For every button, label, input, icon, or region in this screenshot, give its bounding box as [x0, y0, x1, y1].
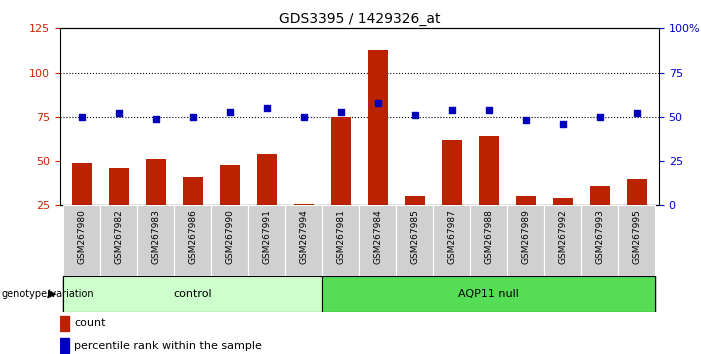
Text: GSM267991: GSM267991: [262, 209, 271, 264]
Bar: [60, 338, 69, 353]
Text: percentile rank within the sample: percentile rank within the sample: [74, 341, 262, 350]
Bar: [182, 177, 203, 205]
Text: GSM267980: GSM267980: [77, 209, 86, 264]
Point: [261, 105, 273, 111]
FancyBboxPatch shape: [544, 205, 581, 276]
Bar: [72, 163, 92, 205]
Text: GSM267993: GSM267993: [595, 209, 604, 264]
FancyBboxPatch shape: [359, 205, 396, 276]
Point: [372, 100, 383, 105]
Text: GSM267995: GSM267995: [632, 209, 641, 264]
Text: GSM267981: GSM267981: [336, 209, 346, 264]
Text: ▶: ▶: [48, 289, 56, 299]
Text: GSM267989: GSM267989: [522, 209, 530, 264]
FancyBboxPatch shape: [137, 205, 175, 276]
Bar: [590, 186, 610, 205]
Bar: [404, 196, 425, 205]
FancyBboxPatch shape: [211, 205, 248, 276]
Bar: [442, 140, 462, 205]
Text: GSM267982: GSM267982: [114, 209, 123, 264]
Text: count: count: [74, 319, 106, 329]
Point: [76, 114, 88, 120]
Text: genotype/variation: genotype/variation: [1, 289, 94, 299]
FancyBboxPatch shape: [508, 205, 544, 276]
Text: GSM267987: GSM267987: [447, 209, 456, 264]
Bar: [331, 117, 351, 205]
Text: GSM267983: GSM267983: [151, 209, 161, 264]
FancyBboxPatch shape: [581, 205, 618, 276]
FancyBboxPatch shape: [248, 205, 285, 276]
Bar: [627, 179, 647, 205]
Text: GSM267985: GSM267985: [410, 209, 419, 264]
Point: [409, 112, 421, 118]
FancyBboxPatch shape: [175, 205, 211, 276]
FancyBboxPatch shape: [63, 205, 100, 276]
Bar: [552, 198, 573, 205]
Text: GSM267986: GSM267986: [189, 209, 197, 264]
FancyBboxPatch shape: [285, 205, 322, 276]
Text: AQP11 null: AQP11 null: [458, 289, 519, 299]
Text: GSM267994: GSM267994: [299, 209, 308, 264]
Point: [335, 109, 346, 114]
Bar: [367, 50, 388, 205]
Text: GSM267984: GSM267984: [373, 209, 382, 264]
Bar: [294, 204, 314, 205]
FancyBboxPatch shape: [322, 276, 655, 312]
Point: [557, 121, 569, 127]
Point: [187, 114, 198, 120]
Title: GDS3395 / 1429326_at: GDS3395 / 1429326_at: [278, 12, 440, 26]
Bar: [479, 136, 499, 205]
FancyBboxPatch shape: [433, 205, 470, 276]
Bar: [219, 165, 240, 205]
FancyBboxPatch shape: [63, 276, 322, 312]
Point: [446, 107, 457, 113]
Text: GSM267992: GSM267992: [558, 209, 567, 264]
Text: GSM267988: GSM267988: [484, 209, 494, 264]
FancyBboxPatch shape: [100, 205, 137, 276]
Text: control: control: [173, 289, 212, 299]
Point: [150, 116, 161, 121]
Bar: [257, 154, 277, 205]
Bar: [60, 316, 69, 331]
Bar: [109, 168, 129, 205]
Bar: [146, 159, 166, 205]
Point: [631, 110, 642, 116]
Point: [113, 110, 124, 116]
Text: GSM267990: GSM267990: [225, 209, 234, 264]
Bar: [515, 196, 536, 205]
Point: [224, 109, 236, 114]
FancyBboxPatch shape: [470, 205, 508, 276]
FancyBboxPatch shape: [322, 205, 359, 276]
Point: [520, 118, 531, 123]
Point: [298, 114, 309, 120]
Point: [594, 114, 606, 120]
FancyBboxPatch shape: [396, 205, 433, 276]
Point: [483, 107, 494, 113]
FancyBboxPatch shape: [618, 205, 655, 276]
